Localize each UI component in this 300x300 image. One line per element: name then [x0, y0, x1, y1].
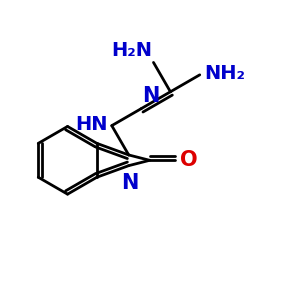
Text: O: O: [180, 150, 198, 170]
Text: NH₂: NH₂: [204, 64, 245, 83]
Text: H₂N: H₂N: [111, 40, 152, 59]
Text: HN: HN: [75, 115, 107, 134]
Text: N: N: [142, 86, 160, 106]
Text: N: N: [122, 173, 139, 193]
